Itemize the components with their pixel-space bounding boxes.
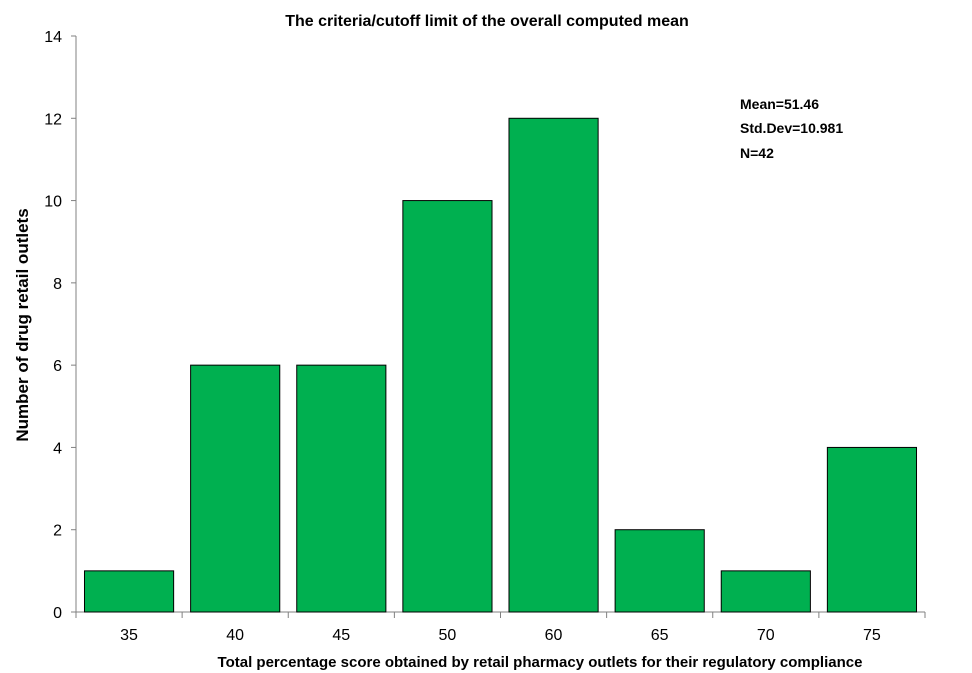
x-tick-label: 50	[439, 627, 457, 644]
bars	[84, 118, 916, 612]
y-tick-label: 14	[44, 29, 62, 46]
bar-50	[403, 201, 492, 612]
x-tick-label: 65	[651, 627, 669, 644]
stat-std-dev: Std.Dev=10.981	[740, 120, 843, 136]
y-tick-label: 6	[53, 358, 62, 375]
y-axis: 0 2 4 6 8 10 12 14	[44, 29, 76, 622]
x-tick-label: 35	[120, 627, 138, 644]
x-tick-label: 40	[226, 627, 244, 644]
summary-stats: Mean=51.46 Std.Dev=10.981 N=42	[740, 96, 843, 161]
bar-65	[615, 530, 704, 612]
chart-title: The criteria/cutoff limit of the overall…	[285, 13, 689, 30]
y-tick-label: 12	[44, 111, 62, 128]
x-axis: 35 40 45 50 60 65 70 75	[76, 612, 925, 644]
bar-45	[297, 365, 386, 612]
x-tick-label: 75	[863, 627, 881, 644]
bar-70	[721, 571, 810, 612]
x-tick-label: 60	[545, 627, 563, 644]
y-tick-label: 8	[53, 276, 62, 293]
bar-75	[827, 447, 916, 612]
x-tick-label: 45	[332, 627, 350, 644]
y-axis-title: Number of drug retail outlets	[13, 208, 32, 441]
y-tick-label: 2	[53, 523, 62, 540]
x-axis-title: Total percentage score obtained by retai…	[218, 654, 863, 671]
x-tick-label: 70	[757, 627, 775, 644]
y-tick-label: 0	[53, 605, 62, 622]
y-tick-label: 10	[44, 194, 62, 211]
bar-60	[509, 118, 598, 612]
y-tick-label: 4	[53, 440, 62, 457]
bar-40	[191, 365, 280, 612]
bar-35	[84, 571, 173, 612]
stat-n: N=42	[740, 145, 774, 161]
stat-mean: Mean=51.46	[740, 96, 819, 112]
